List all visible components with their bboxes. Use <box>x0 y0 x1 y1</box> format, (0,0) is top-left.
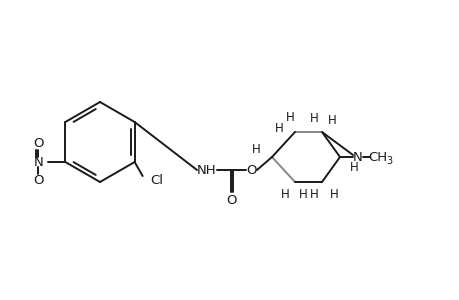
Text: H: H <box>327 113 336 127</box>
Text: H: H <box>251 142 260 155</box>
Text: N: N <box>34 155 43 169</box>
Text: CH: CH <box>368 151 387 164</box>
Text: O: O <box>246 164 257 176</box>
Text: O: O <box>226 194 237 206</box>
Text: NH: NH <box>197 164 216 176</box>
Text: H: H <box>329 188 338 202</box>
Text: H: H <box>309 112 318 124</box>
Text: 3: 3 <box>385 156 391 166</box>
Text: Cl: Cl <box>150 175 163 188</box>
Text: H: H <box>298 188 307 202</box>
Text: H: H <box>285 110 294 124</box>
Text: N: N <box>353 151 362 164</box>
Text: O: O <box>33 175 44 188</box>
Text: H: H <box>274 122 283 134</box>
Text: H: H <box>280 188 289 202</box>
Text: O: O <box>33 136 44 149</box>
Text: H: H <box>309 188 318 202</box>
Text: H: H <box>349 160 358 173</box>
